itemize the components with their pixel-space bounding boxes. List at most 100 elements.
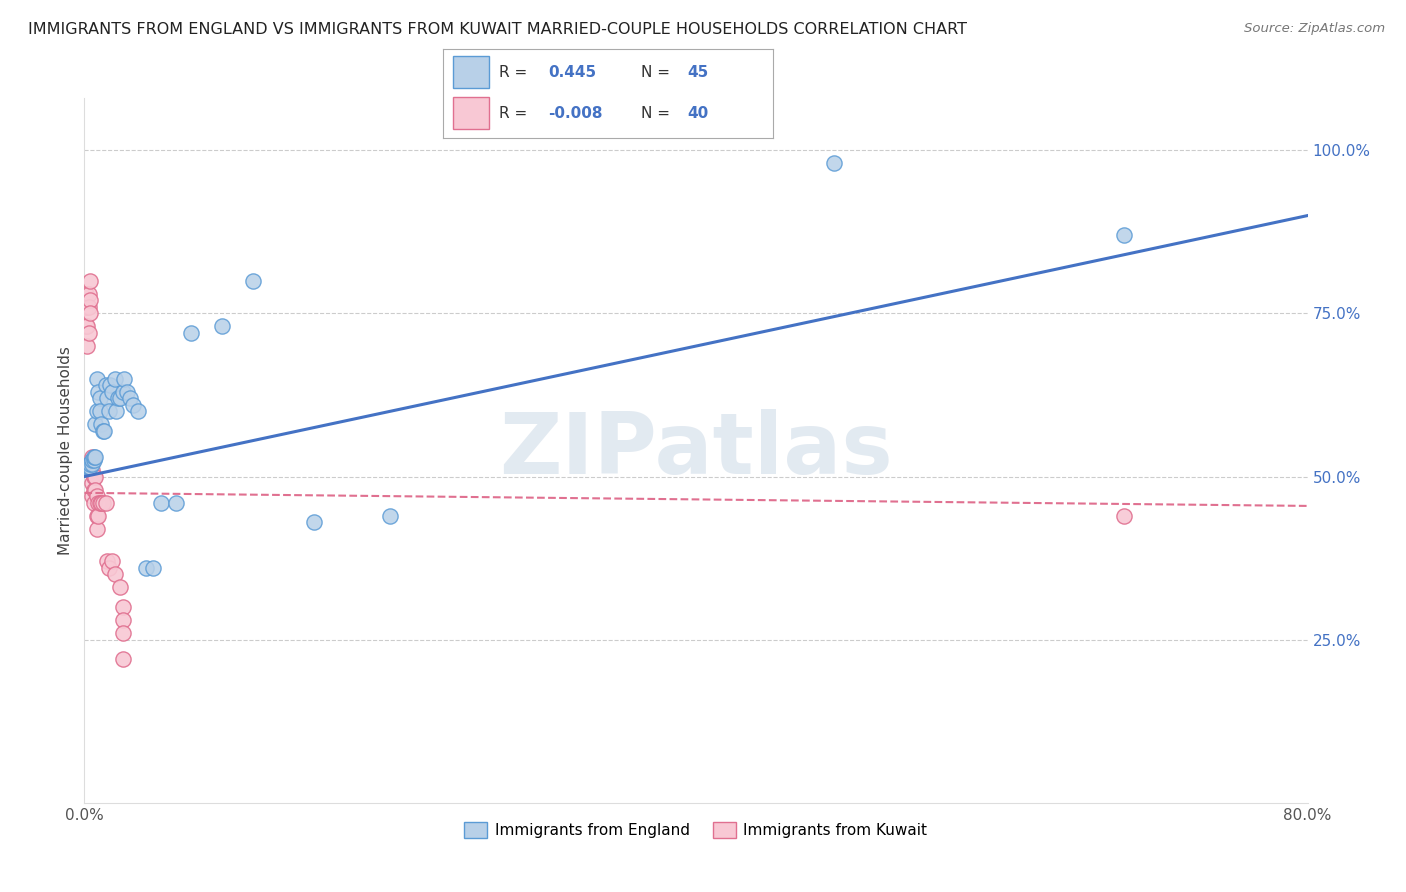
Point [108, 581, 131, 595]
Text: 0.445: 0.445 [548, 65, 596, 79]
Point [80, 463, 103, 477]
Point [94, 496, 117, 510]
Point [93, 424, 115, 438]
Point [75, 319, 97, 334]
Point [98, 378, 121, 392]
Point [76, 300, 98, 314]
Point [108, 391, 131, 405]
Point [86, 522, 108, 536]
Point [86, 508, 108, 523]
Point [180, 326, 202, 340]
Point [91, 424, 114, 438]
Point [97, 561, 120, 575]
Point [83, 483, 105, 497]
Point [101, 384, 124, 399]
Point [80, 457, 103, 471]
Point [111, 613, 134, 627]
Point [211, 319, 233, 334]
Point [90, 417, 112, 432]
Point [112, 372, 135, 386]
Point [90, 496, 112, 510]
Point [79, 459, 101, 474]
Point [89, 496, 111, 510]
Point [111, 626, 134, 640]
Point [242, 274, 264, 288]
Point [302, 515, 325, 529]
Point [1114, 228, 1136, 243]
Text: N =: N = [641, 106, 671, 120]
Point [76, 339, 98, 353]
Text: Source: ZipAtlas.com: Source: ZipAtlas.com [1244, 22, 1385, 36]
Point [83, 453, 105, 467]
Point [115, 384, 138, 399]
Point [104, 372, 127, 386]
Point [111, 600, 134, 615]
Point [91, 496, 114, 510]
Point [84, 469, 107, 483]
Point [77, 459, 100, 474]
Text: 45: 45 [688, 65, 709, 79]
Point [142, 561, 165, 575]
Point [84, 483, 107, 497]
Point [84, 450, 107, 464]
Text: ZIPatlas: ZIPatlas [499, 409, 893, 492]
Text: IMMIGRANTS FROM ENGLAND VS IMMIGRANTS FROM KUWAIT MARRIED-COUPLE HOUSEHOLDS CORR: IMMIGRANTS FROM ENGLAND VS IMMIGRANTS FR… [28, 22, 967, 37]
Point [380, 508, 402, 523]
Point [75, 300, 97, 314]
Legend: Immigrants from England, Immigrants from Kuwait: Immigrants from England, Immigrants from… [458, 816, 934, 845]
Point [111, 652, 134, 666]
Text: -0.008: -0.008 [548, 106, 603, 120]
Text: N =: N = [641, 65, 671, 79]
Point [80, 453, 103, 467]
Point [89, 404, 111, 418]
Point [87, 496, 110, 510]
Point [77, 326, 100, 340]
Bar [453, 97, 489, 129]
Text: R =: R = [499, 65, 527, 79]
Text: 40: 40 [688, 106, 709, 120]
Point [89, 391, 111, 405]
Point [101, 554, 124, 568]
Point [83, 469, 105, 483]
Point [127, 404, 149, 418]
Point [80, 450, 103, 464]
Point [111, 384, 134, 399]
Point [77, 457, 100, 471]
Point [76, 459, 98, 474]
Point [87, 508, 110, 523]
Point [122, 398, 145, 412]
Point [823, 156, 845, 170]
Point [1114, 508, 1136, 523]
Point [79, 457, 101, 471]
Point [135, 561, 157, 575]
Point [77, 300, 100, 314]
Point [86, 404, 108, 418]
Point [76, 319, 98, 334]
Point [105, 404, 128, 418]
Point [87, 384, 110, 399]
Point [96, 554, 118, 568]
Point [84, 417, 107, 432]
Point [86, 372, 108, 386]
Bar [453, 56, 489, 88]
Y-axis label: Married-couple Households: Married-couple Households [58, 346, 73, 555]
Point [104, 567, 127, 582]
Point [107, 391, 129, 405]
Point [165, 496, 187, 510]
Point [79, 274, 101, 288]
Point [80, 476, 103, 491]
Point [79, 293, 101, 308]
Point [97, 404, 120, 418]
Text: R =: R = [499, 106, 527, 120]
Point [83, 450, 105, 464]
Point [80, 489, 103, 503]
Point [86, 489, 108, 503]
Point [79, 306, 101, 320]
Point [75, 286, 97, 301]
Point [83, 496, 105, 510]
Point [120, 391, 142, 405]
Point [94, 378, 117, 392]
Point [149, 496, 172, 510]
Point [96, 391, 118, 405]
Point [77, 286, 100, 301]
